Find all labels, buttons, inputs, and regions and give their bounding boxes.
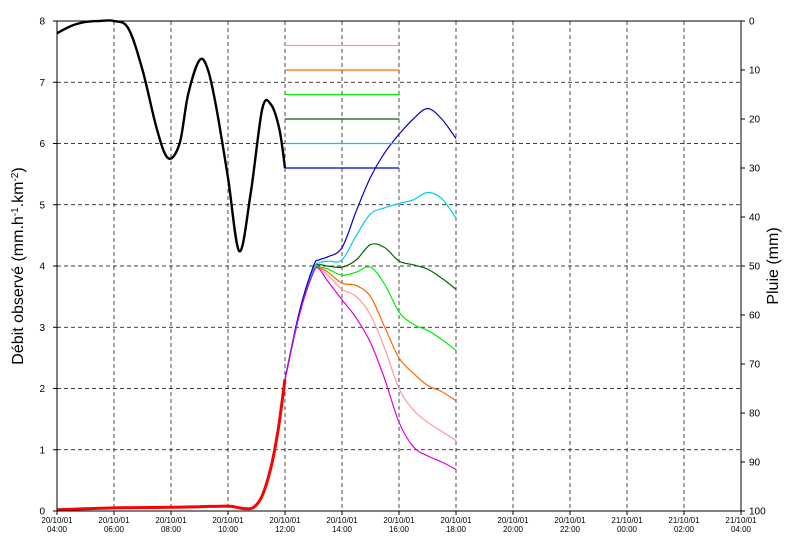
x-tick-time: 02:00 bbox=[674, 525, 695, 534]
observed-flow-line bbox=[56, 379, 287, 512]
y2-tick-label: 100 bbox=[749, 507, 766, 518]
x-tick-time: 04:00 bbox=[731, 525, 752, 534]
x-tick-date: 20/10/01 bbox=[41, 516, 73, 525]
x-tick-time: 00:00 bbox=[617, 525, 638, 534]
x-tick-time: 06:00 bbox=[104, 525, 125, 534]
x-tick-time: 12:00 bbox=[275, 525, 296, 534]
x-tick-date: 20/10/01 bbox=[269, 516, 301, 525]
y2-tick-label: 0 bbox=[749, 17, 755, 28]
y-tick-label: 3 bbox=[39, 323, 45, 334]
y2-tick-label: 40 bbox=[749, 213, 761, 224]
y2-tick-label: 50 bbox=[749, 262, 761, 273]
x-tick-time: 04:00 bbox=[47, 525, 68, 534]
x-tick-time: 20:00 bbox=[503, 525, 524, 534]
x-tick-time: 16:00 bbox=[389, 525, 410, 534]
y-axis-right: 0 10 20 30 40 50 60 70 80 90 100 bbox=[741, 17, 766, 518]
y-tick-label: 8 bbox=[39, 17, 45, 28]
series-layer bbox=[56, 19, 457, 512]
x-tick-date: 21/10/01 bbox=[725, 516, 757, 525]
x-tick-date: 20/10/01 bbox=[383, 516, 415, 525]
y2-tick-label: 90 bbox=[749, 458, 761, 469]
x-tick-time: 18:00 bbox=[446, 525, 467, 534]
y-axis-title: Débit observé (mm.h-1.km-2) bbox=[10, 167, 28, 364]
y-tick-label: 2 bbox=[39, 384, 45, 395]
x-tick-date: 20/10/01 bbox=[554, 516, 586, 525]
y2-tick-label: 10 bbox=[749, 66, 761, 77]
forecast-line-6 bbox=[284, 107, 457, 380]
y-tick-label: 5 bbox=[39, 200, 45, 211]
y-tick-label: 0 bbox=[39, 507, 45, 518]
x-tick-date: 21/10/01 bbox=[668, 516, 700, 525]
x-tick-date: 21/10/01 bbox=[611, 516, 643, 525]
forecast-line-7 bbox=[284, 266, 457, 470]
y2-tick-label: 80 bbox=[749, 409, 761, 420]
y2-tick-label: 20 bbox=[749, 115, 761, 126]
y2-tick-label: 30 bbox=[749, 164, 761, 175]
x-tick-date: 20/10/01 bbox=[326, 516, 358, 525]
y2-tick-label: 60 bbox=[749, 311, 761, 322]
y-tick-label: 4 bbox=[39, 262, 45, 273]
x-tick-date: 20/10/01 bbox=[440, 516, 472, 525]
x-tick-date: 20/10/01 bbox=[98, 516, 130, 525]
x-tick-time: 14:00 bbox=[332, 525, 353, 534]
forecast-line-5 bbox=[284, 191, 457, 380]
y-axis-left: 0 1 2 3 4 5 6 7 8 bbox=[39, 17, 57, 518]
y2-tick-label: 70 bbox=[749, 360, 761, 371]
y-tick-label: 6 bbox=[39, 139, 45, 150]
y-tick-label: 7 bbox=[39, 78, 45, 89]
y2-axis-title: Pluie (mm) bbox=[765, 227, 782, 304]
x-tick-date: 20/10/01 bbox=[212, 516, 244, 525]
x-tick-time: 10:00 bbox=[218, 525, 239, 534]
x-tick-time: 22:00 bbox=[560, 525, 581, 534]
x-tick-date: 20/10/01 bbox=[497, 516, 529, 525]
x-tick-time: 08:00 bbox=[161, 525, 182, 534]
x-tick-date: 20/10/01 bbox=[155, 516, 187, 525]
x-axis: 20/10/0104:0020/10/0106:0020/10/0108:002… bbox=[41, 511, 757, 534]
legend-lines bbox=[285, 44, 399, 169]
y-tick-label: 1 bbox=[39, 445, 45, 456]
